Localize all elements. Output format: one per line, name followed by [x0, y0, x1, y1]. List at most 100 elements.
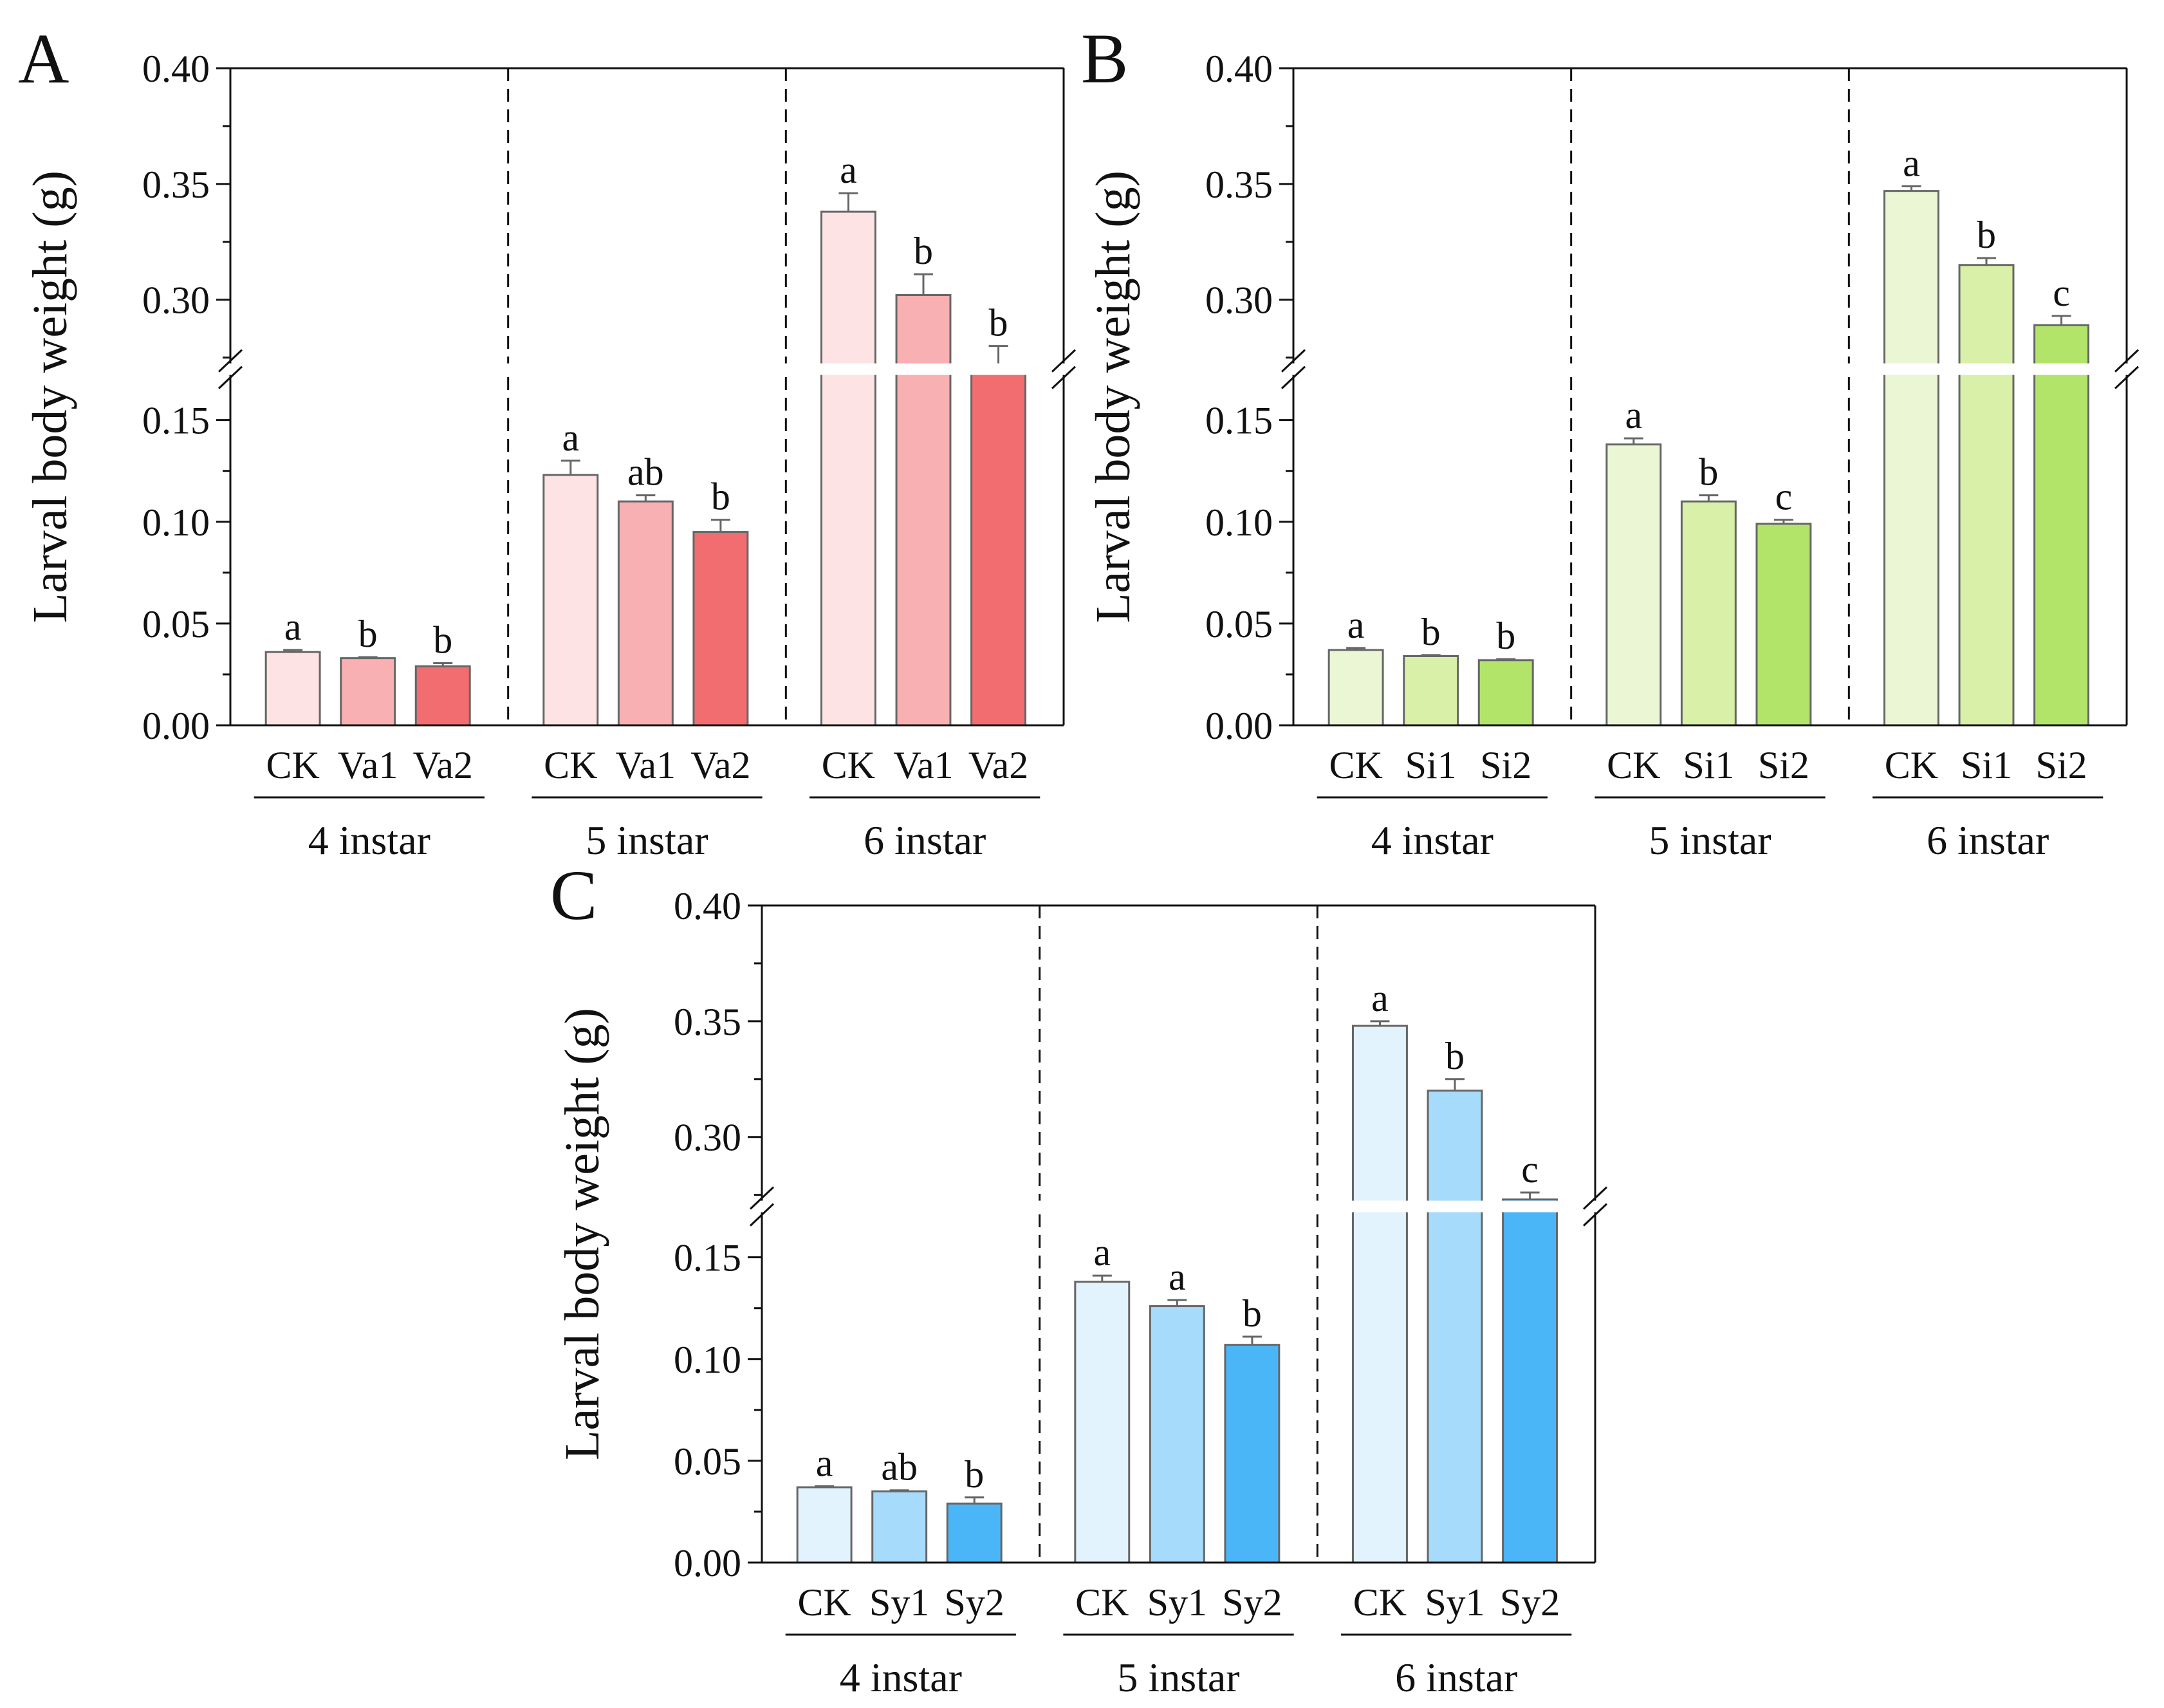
- y-tick-label: 0.35: [674, 1001, 741, 1043]
- bar: [1502, 1198, 1558, 1564]
- axis-break-band: [211, 363, 1083, 375]
- significance-letter: a: [840, 149, 857, 191]
- group-label: 4 instar: [840, 1655, 962, 1700]
- bar: [264, 651, 321, 727]
- y-tick-label: 0.35: [142, 163, 210, 206]
- significance-letter: b: [1496, 615, 1515, 657]
- significance-letter: a: [562, 416, 579, 459]
- bar: [895, 294, 952, 727]
- group-label: 6 instar: [864, 817, 986, 863]
- y-tick-label: 0.05: [1205, 603, 1273, 645]
- panel-label: A: [18, 19, 69, 98]
- y-axis-title: Larval body weight (g): [1086, 171, 1140, 623]
- y-axis-title: Larval body weight (g): [555, 1008, 609, 1460]
- significance-letter: c: [1775, 476, 1793, 518]
- bar: [871, 1490, 928, 1564]
- x-tick-label: Sy2: [945, 1581, 1004, 1624]
- y-tick-label: 0.00: [674, 1542, 741, 1584]
- significance-letter: a: [1903, 142, 1920, 184]
- y-tick-label: 0.15: [142, 400, 210, 442]
- x-tick-label: CK: [1885, 744, 1938, 786]
- group-label: 6 instar: [1927, 817, 2049, 863]
- axis-break-mark: [2114, 366, 2140, 389]
- significance-letter: a: [1093, 1231, 1111, 1274]
- bar: [1477, 659, 1534, 727]
- x-tick-label: Sy2: [1500, 1581, 1560, 1624]
- significance-letter: b: [1243, 1292, 1262, 1335]
- panel-label: C: [550, 856, 597, 934]
- y-tick-label: 0.05: [142, 603, 210, 645]
- bar: [542, 474, 599, 727]
- x-tick-label: CK: [1329, 744, 1382, 786]
- panel-label: B: [1081, 19, 1128, 98]
- x-tick-label: Si1: [1405, 744, 1457, 786]
- x-tick-label: CK: [544, 744, 597, 786]
- axis-break-mark: [1281, 349, 1306, 373]
- chart-panel-b: a CK b Si1 b Si2 4 instar a CK b Si1 c Si2 5 instar a C…: [1081, 19, 2146, 863]
- y-axis-title: Larval body weight (g): [23, 171, 77, 623]
- y-tick-label: 0.00: [142, 705, 210, 747]
- axis-break-band: [1274, 363, 2146, 375]
- x-tick-label: Si1: [1683, 744, 1734, 786]
- significance-letter: a: [1347, 604, 1365, 646]
- x-tick-label: Sy1: [1147, 1581, 1207, 1624]
- significance-letter: b: [1421, 611, 1441, 653]
- y-tick-label: 0.30: [674, 1117, 741, 1159]
- significance-letter: ab: [881, 1446, 918, 1489]
- significance-letter: b: [914, 230, 933, 272]
- significance-letter: b: [989, 302, 1008, 344]
- y-tick-label: 0.15: [674, 1237, 741, 1279]
- bar: [1149, 1305, 1205, 1564]
- significance-letter: b: [711, 476, 730, 518]
- x-tick-label: CK: [1353, 1581, 1407, 1624]
- y-tick-label: 0.30: [142, 279, 210, 322]
- group-label: 5 instar: [1117, 1655, 1239, 1700]
- axis-break-mark: [1051, 366, 1077, 389]
- bar: [1224, 1344, 1281, 1564]
- x-tick-label: CK: [1075, 1581, 1129, 1624]
- bar: [796, 1486, 853, 1564]
- x-tick-label: Sy1: [869, 1581, 929, 1624]
- bar: [1605, 443, 1662, 727]
- bar: [1074, 1281, 1131, 1564]
- axis-break-mark: [1051, 349, 1077, 373]
- bar: [1403, 654, 1459, 727]
- bar: [1327, 649, 1384, 727]
- significance-letter: c: [2053, 272, 2070, 314]
- bar: [1958, 264, 2015, 727]
- significance-letter: b: [358, 613, 378, 655]
- bar: [820, 210, 876, 727]
- axis-break-mark: [217, 366, 243, 389]
- y-tick-label: 0.00: [1205, 705, 1273, 747]
- bar: [970, 373, 1027, 727]
- significance-letter: b: [1699, 451, 1718, 494]
- significance-letter: b: [433, 619, 452, 662]
- group-label: 5 instar: [586, 817, 708, 863]
- x-tick-label: Si1: [1961, 744, 2012, 786]
- x-tick-label: Va1: [893, 744, 953, 786]
- x-tick-label: CK: [822, 744, 875, 786]
- x-tick-label: Va1: [338, 744, 398, 786]
- axis-break-mark: [1582, 1203, 1608, 1227]
- x-tick-label: Va2: [968, 744, 1028, 786]
- y-tick-label: 0.05: [674, 1440, 741, 1483]
- x-tick-label: Va1: [616, 744, 676, 786]
- x-tick-label: Sy1: [1425, 1581, 1484, 1624]
- x-tick-label: CK: [1607, 744, 1660, 786]
- x-tick-label: Va2: [690, 744, 750, 786]
- x-tick-label: CK: [797, 1581, 851, 1624]
- significance-letter: b: [1977, 214, 1996, 256]
- y-tick-label: 0.15: [1205, 400, 1273, 442]
- significance-letter: a: [1625, 394, 1642, 436]
- significance-letter: a: [284, 606, 302, 648]
- y-tick-label: 0.10: [674, 1339, 741, 1381]
- y-tick-label: 0.40: [674, 885, 741, 927]
- y-tick-label: 0.10: [1205, 501, 1273, 544]
- bar: [1883, 190, 1939, 727]
- bar: [692, 531, 749, 727]
- axis-break-mark: [749, 1186, 775, 1210]
- axis-break-mark: [749, 1203, 775, 1227]
- x-tick-label: Si2: [2036, 744, 2087, 786]
